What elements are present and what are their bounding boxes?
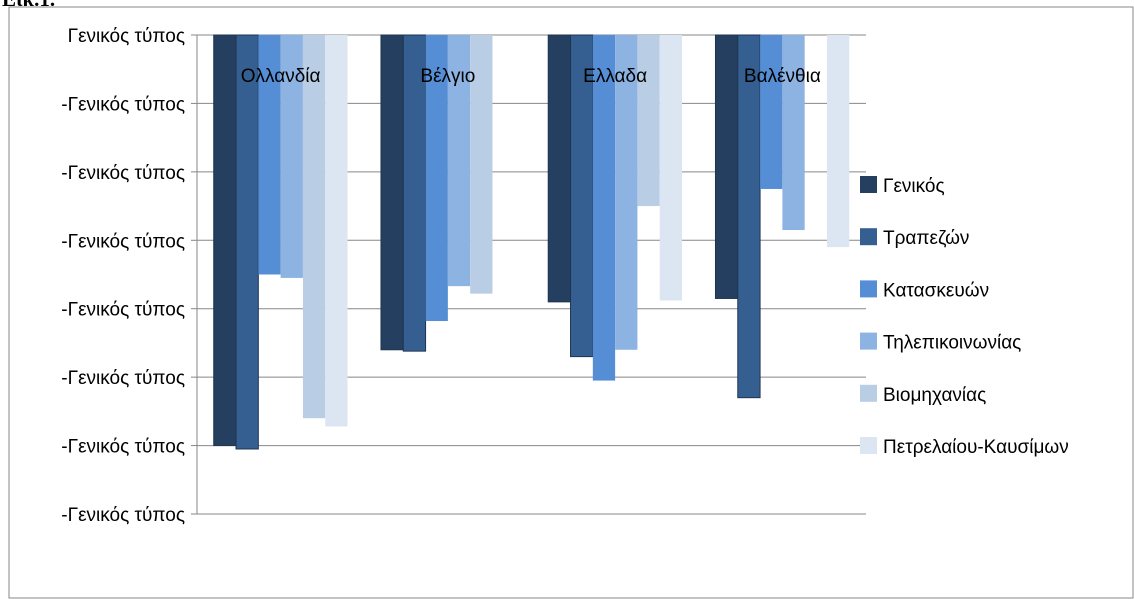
bars [213, 34, 850, 450]
legend-label: Κατασκευών [883, 280, 989, 301]
bar [470, 35, 493, 294]
legend-label: Τηλεπικοινωνίας [883, 333, 1021, 354]
y-tick-label: Γενικός τύπος [68, 26, 185, 47]
y-tick-label: -Γενικός τύπος [61, 437, 185, 458]
legend-label: Βιομηχανίας [883, 385, 986, 406]
legend-swatch [860, 384, 877, 402]
category-label: Βέλγιο [420, 66, 475, 87]
y-tick-label: -Γενικός τύπος [61, 505, 185, 526]
y-tick-label: -Γενικός τύπος [61, 94, 185, 115]
document-heading: Εικ.1. [2, 0, 55, 12]
y-tick-label: -Γενικός τύπος [61, 163, 185, 184]
bar [659, 35, 683, 301]
bar [592, 35, 616, 381]
y-tick-label: -Γενικός τύπος [61, 368, 185, 389]
bar [213, 34, 237, 447]
bar [258, 35, 281, 275]
legend: Γενικός Τραπεζών Κατασκευών Τηλεπικοινωνίας… [860, 176, 1069, 458]
category-label: Βαλένθια [744, 66, 821, 87]
bar [380, 34, 404, 351]
legend-swatch [860, 280, 877, 298]
legend-label: Γενικός [883, 176, 945, 197]
category-label: Ολλανδία [241, 66, 321, 87]
bar [325, 35, 348, 427]
category-labels: Ολλανδία Βέλγιο Ελλαδα Βαλένθια [241, 66, 821, 87]
bar [737, 34, 761, 399]
bar [782, 35, 805, 231]
legend-label: Τραπεζών [883, 228, 969, 249]
bar [447, 35, 471, 287]
bar [402, 34, 427, 352]
bar [760, 35, 783, 189]
bar [425, 35, 448, 322]
legend-swatch [860, 176, 877, 193]
bar [547, 34, 572, 303]
y-tick-label: -Γενικός τύπος [61, 300, 185, 321]
legend-label: Πετρελαίου-Καυσίμων [883, 437, 1069, 458]
bar [280, 35, 303, 278]
bar [615, 35, 638, 350]
legend-swatch [860, 437, 877, 454]
bar [826, 35, 850, 248]
bar [714, 34, 739, 299]
legend-swatch [860, 332, 877, 350]
bar [637, 35, 660, 207]
category-label: Ελλαδα [583, 66, 647, 87]
bar [235, 34, 259, 450]
bar [302, 35, 326, 419]
y-axis-tick-labels: Γενικός τύπος -Γενικός τύπος -Γενικός τύπο… [61, 26, 185, 526]
y-tick-label: -Γενικός τύπος [61, 231, 185, 252]
legend-swatch [860, 228, 877, 246]
